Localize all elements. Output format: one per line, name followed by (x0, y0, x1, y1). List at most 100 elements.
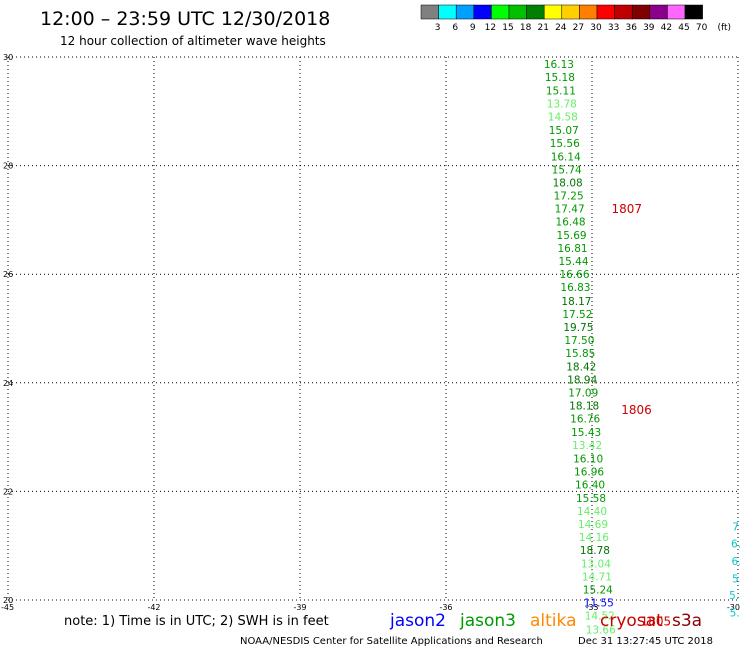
wave-height-label: 14.40 (577, 506, 607, 518)
satellite-legend: jason2 jason3 altika cryosat s3a (389, 611, 702, 631)
wave-height-label: 5.2 (730, 607, 740, 619)
wave-height-label: 15.18 (545, 72, 575, 84)
wave-height-label: 16.66 (559, 269, 589, 281)
x-tick-label: -33 (585, 603, 598, 612)
wave-height-label: 17.47 (555, 203, 585, 215)
wave-height-label: 16.13 (544, 59, 574, 71)
cycle-labels: 1807 1806 1805 (611, 202, 671, 629)
wave-height-label: 17.52 (562, 309, 592, 321)
wave-height-label: 15.85 (565, 348, 595, 360)
scale-swatch (455, 4, 475, 20)
scale-label: 42 (661, 23, 672, 33)
scale-label: 36 (625, 23, 637, 33)
scale-swatch (684, 4, 703, 20)
footer: note: 1) Time is in UTC; 2) SWH is in fe… (64, 611, 713, 647)
wave-height-label: 16.40 (575, 479, 605, 491)
wave-height-label: 6. (732, 556, 740, 568)
wave-height-label: 16.81 (558, 243, 588, 255)
scale-swatch (631, 4, 651, 20)
wave-height-label: 6. (731, 539, 740, 551)
cycle-label: 1806 (621, 403, 652, 417)
wave-height-label: 16.14 (551, 151, 581, 163)
footer-note: note: 1) Time is in UTC; 2) SWH is in fe… (64, 614, 329, 629)
scale-swatch (667, 4, 686, 20)
scale-swatch (649, 4, 668, 20)
y-tick-label: 26 (3, 270, 13, 279)
scale-label: 6 (452, 23, 458, 33)
wave-height-label: 15.43 (571, 427, 601, 439)
x-tick-label: -45 (1, 603, 14, 612)
y-tick-label: 28 (3, 162, 13, 171)
scale-swatch (473, 4, 492, 20)
scale-label: 18 (520, 23, 532, 33)
scale-label: 15 (502, 23, 513, 33)
scale-label: 33 (608, 23, 619, 33)
wave-height-label: 14.69 (578, 519, 608, 531)
scale-swatch (438, 4, 457, 20)
wave-height-label: 15.56 (550, 138, 580, 150)
wave-height-label: 17.25 (554, 190, 584, 202)
y-tick-label: 22 (3, 487, 13, 496)
grid (7, 56, 739, 601)
wave-height-label: 18.08 (553, 177, 583, 189)
scale-swatch (561, 4, 580, 20)
x-tick-label: -39 (293, 603, 306, 612)
scale-label: 12 (485, 23, 496, 33)
wave-height-label: 13.66 (586, 624, 616, 636)
scale-label: 21 (537, 23, 548, 33)
y-tick-label: 30 (3, 53, 13, 62)
wave-height-label: 16.10 (573, 453, 603, 465)
wave-height-label: 13.42 (572, 440, 602, 452)
satellite-name: jason2 (389, 611, 446, 631)
wave-height-label: 15.69 (557, 230, 587, 242)
scale-swatch (543, 4, 563, 20)
header: 12:00 – 23:59 UTC 12/30/2018 12 hour col… (40, 8, 330, 48)
wave-height-label: 14.16 (579, 532, 609, 544)
wave-height-label: 18.94 (567, 375, 597, 387)
scale-swatch (579, 4, 598, 20)
x-tick-label: -36 (439, 603, 452, 612)
scale-label: 3 (435, 23, 441, 33)
chart-title: 12:00 – 23:59 UTC 12/30/2018 (40, 8, 330, 30)
satellite-name: altika (530, 611, 577, 631)
y-tick-label: 24 (3, 379, 13, 388)
satellite-name: jason3 (459, 611, 516, 631)
satellite-name: s3a (672, 611, 702, 631)
wave-height-label: 14.71 (582, 572, 612, 584)
wave-height-label: 16.83 (560, 282, 590, 294)
wave-height-label: 17.09 (568, 388, 598, 400)
footer-timestamp: Dec 31 13:27:45 UTC 2018 (578, 636, 713, 647)
scale-swatch (614, 4, 633, 20)
scale-label: 9 (470, 23, 476, 33)
wave-height-label: 15.44 (558, 256, 588, 268)
wave-height-label: 15.74 (552, 164, 582, 176)
footer-credit: NOAA/NESDIS Center for Satellite Applica… (240, 636, 543, 647)
wave-height-label: 18.18 (569, 401, 599, 413)
satellite-name: cryosat (600, 611, 663, 631)
scale-swatch (508, 4, 527, 20)
wave-height-label: 16.96 (574, 466, 604, 478)
chart-subtitle: 12 hour collection of altimeter wave hei… (60, 34, 326, 48)
wave-height-label: 14.52 (585, 611, 615, 623)
wave-height-label: 16.48 (556, 217, 586, 229)
scale-swatch (491, 4, 510, 20)
wave-height-label: 15.58 (576, 493, 606, 505)
wave-height-label: 5. (732, 573, 740, 585)
scale-label: 30 (590, 23, 602, 33)
wave-height-label: 16.76 (570, 414, 600, 426)
wave-height-label: 11.55 (584, 598, 614, 610)
scale-label: 70 (696, 23, 708, 33)
scale-label: 45 (678, 23, 689, 33)
wave-height-label: 15.11 (546, 86, 576, 98)
scale-unit: (ft) (717, 23, 731, 33)
scale-swatch (526, 4, 545, 20)
scale-swatch (596, 4, 615, 20)
wave-height-label: 14.58 (548, 112, 578, 124)
cycle-label: 1807 (611, 202, 642, 216)
x-tick-label: -42 (147, 603, 160, 612)
scale-label: 39 (643, 23, 655, 33)
x-tick-label: -30 (727, 603, 740, 612)
cycle-label: 1805 (641, 615, 672, 629)
